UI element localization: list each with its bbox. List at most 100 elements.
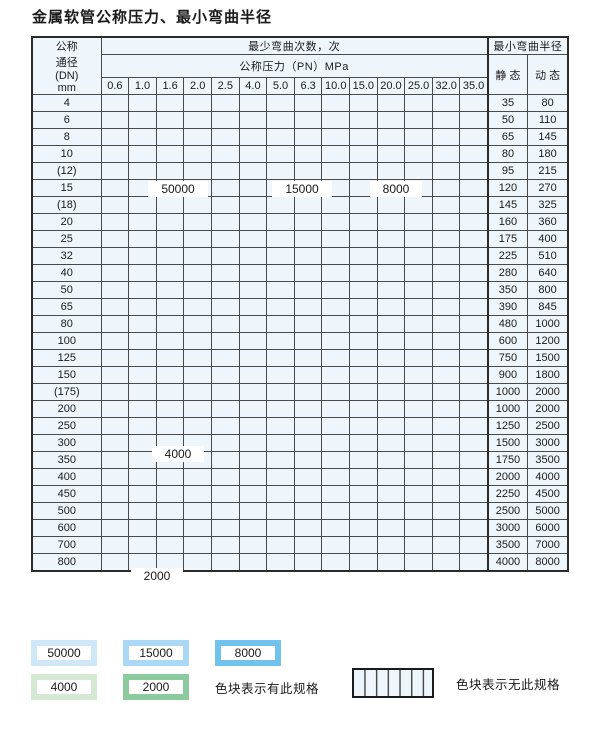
cell-dn10-pn10.0 bbox=[321, 145, 351, 163]
cell-dn400-pn35.0 bbox=[459, 468, 489, 486]
dn-value: 450 bbox=[30, 485, 102, 503]
cell-dn80-pn0.6 bbox=[100, 315, 130, 333]
cell-dn500-pn25.0 bbox=[404, 502, 433, 520]
radius-static-value: 120 bbox=[486, 179, 529, 197]
cell-dn50-pn6.3 bbox=[293, 281, 323, 299]
cell-dn150-pn5.0 bbox=[266, 366, 295, 384]
cell-dn500-pn0.6 bbox=[100, 502, 130, 520]
dn-value: 800 bbox=[30, 553, 102, 572]
cell-dn600-pn35.0 bbox=[459, 519, 489, 537]
cell-dn32-pn15.0 bbox=[349, 247, 378, 265]
cell-dn350-pn35.0 bbox=[459, 451, 489, 469]
dn-value: 15 bbox=[30, 179, 102, 197]
cell-dn100-pn2.0 bbox=[183, 332, 212, 350]
cell-dn(175)-pn6.3 bbox=[293, 383, 323, 401]
cell-dn200-pn10.0 bbox=[321, 400, 351, 418]
radius-dynamic-value: 7000 bbox=[527, 536, 570, 554]
radius-dynamic-value: 270 bbox=[527, 179, 570, 197]
radius-dynamic-value: 4500 bbox=[527, 485, 570, 503]
cell-dn600-pn5.0 bbox=[266, 519, 295, 537]
cell-dn600-pn32.0 bbox=[431, 519, 461, 537]
radius-dynamic-value: 3000 bbox=[527, 434, 570, 452]
cell-dn65-pn4.0 bbox=[238, 298, 268, 316]
cell-dn20-pn0.6 bbox=[100, 213, 130, 231]
cell-dn8-pn25.0 bbox=[404, 128, 433, 146]
cell-dn40-pn15.0 bbox=[349, 264, 378, 282]
cell-dn200-pn2.0 bbox=[183, 400, 212, 418]
table-row: 600 3000 6000 bbox=[30, 519, 570, 537]
cell-dn8-pn2.0 bbox=[183, 128, 212, 146]
cell-dn125-pn10.0 bbox=[321, 349, 351, 367]
cell-dn450-pn1.0 bbox=[128, 485, 157, 503]
table-row: 350 1750 3500 bbox=[30, 451, 570, 469]
cell-dn20-pn2.5 bbox=[211, 213, 240, 231]
cell-dn250-pn32.0 bbox=[431, 417, 461, 435]
table-row: (12) 95 215 bbox=[30, 162, 570, 180]
cell-dn65-pn1.6 bbox=[155, 298, 185, 316]
radius-static-value: 80 bbox=[486, 145, 529, 163]
cell-dn(175)-pn4.0 bbox=[238, 383, 268, 401]
dn-value: 500 bbox=[30, 502, 102, 520]
cell-dn80-pn1.6 bbox=[155, 315, 185, 333]
cell-dn25-pn1.6 bbox=[155, 230, 185, 248]
cell-dn50-pn15.0 bbox=[349, 281, 378, 299]
cell-dn20-pn20.0 bbox=[376, 213, 406, 231]
cell-dn25-pn15.0 bbox=[349, 230, 378, 248]
cell-dn(175)-pn0.6 bbox=[100, 383, 130, 401]
cell-dn(175)-pn1.6 bbox=[155, 383, 185, 401]
cell-dn100-pn32.0 bbox=[431, 332, 461, 350]
cell-dn600-pn20.0 bbox=[376, 519, 406, 537]
dn-value: 10 bbox=[30, 145, 102, 163]
cell-dn450-pn1.6 bbox=[155, 485, 185, 503]
cell-dn150-pn10.0 bbox=[321, 366, 351, 384]
cell-dn350-pn0.6 bbox=[100, 451, 130, 469]
cell-dn300-pn6.3 bbox=[293, 434, 323, 452]
cell-dn(12)-pn35.0 bbox=[459, 162, 489, 180]
cell-dn350-pn15.0 bbox=[349, 451, 378, 469]
dn-value: (18) bbox=[30, 196, 102, 214]
cell-dn300-pn32.0 bbox=[431, 434, 461, 452]
cell-dn65-pn10.0 bbox=[321, 298, 351, 316]
cell-dn40-pn0.6 bbox=[100, 264, 130, 282]
header-pressure-col-10.0: 10.0 bbox=[321, 77, 351, 95]
cell-dn400-pn10.0 bbox=[321, 468, 351, 486]
cell-dn40-pn2.0 bbox=[183, 264, 212, 282]
cell-dn800-pn20.0 bbox=[376, 553, 406, 572]
cell-dn100-pn25.0 bbox=[404, 332, 433, 350]
header-pressure-col-5.0: 5.0 bbox=[266, 77, 295, 95]
cell-dn65-pn0.6 bbox=[100, 298, 130, 316]
cell-dn100-pn0.6 bbox=[100, 332, 130, 350]
cell-dn250-pn1.6 bbox=[155, 417, 185, 435]
cell-dn(175)-pn25.0 bbox=[404, 383, 433, 401]
radius-dynamic-value: 1500 bbox=[527, 349, 570, 367]
cell-dn500-pn2.0 bbox=[183, 502, 212, 520]
cell-dn200-pn4.0 bbox=[238, 400, 268, 418]
table-row: 800 4000 8000 bbox=[30, 553, 570, 572]
cell-dn20-pn32.0 bbox=[431, 213, 461, 231]
cell-dn15-pn32.0 bbox=[431, 179, 461, 197]
cell-dn(175)-pn1.0 bbox=[128, 383, 157, 401]
cell-dn50-pn25.0 bbox=[404, 281, 433, 299]
header-dn-line-3: (DN) bbox=[55, 70, 79, 82]
cell-dn15-pn0.6 bbox=[100, 179, 130, 197]
cell-dn150-pn32.0 bbox=[431, 366, 461, 384]
cell-dn25-pn6.3 bbox=[293, 230, 323, 248]
radius-static-value: 2000 bbox=[486, 468, 529, 486]
cell-dn32-pn32.0 bbox=[431, 247, 461, 265]
cell-dn50-pn32.0 bbox=[431, 281, 461, 299]
cell-dn125-pn1.0 bbox=[128, 349, 157, 367]
radius-static-value: 35 bbox=[486, 94, 529, 112]
cell-dn450-pn20.0 bbox=[376, 485, 406, 503]
cell-dn(18)-pn4.0 bbox=[238, 196, 268, 214]
header-pressure-col-6.3: 6.3 bbox=[293, 77, 323, 95]
cell-dn700-pn4.0 bbox=[238, 536, 268, 554]
cell-dn50-pn35.0 bbox=[459, 281, 489, 299]
cell-dn700-pn1.6 bbox=[155, 536, 185, 554]
cell-dn450-pn6.3 bbox=[293, 485, 323, 503]
cell-dn4-pn10.0 bbox=[321, 94, 351, 112]
cell-dn6-pn4.0 bbox=[238, 111, 268, 129]
radius-static-value: 480 bbox=[486, 315, 529, 333]
cell-dn125-pn2.0 bbox=[183, 349, 212, 367]
dn-value: (175) bbox=[30, 383, 102, 401]
radius-dynamic-value: 5000 bbox=[527, 502, 570, 520]
